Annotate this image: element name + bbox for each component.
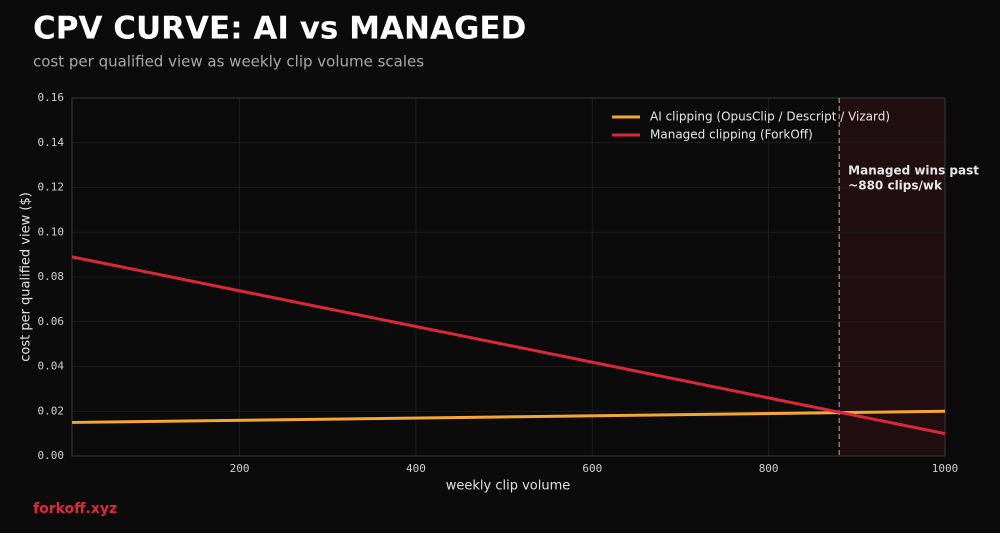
series-line: [71, 255, 946, 436]
y-tick-label: 0.14: [38, 136, 65, 149]
x-axis-label: weekly clip volume: [446, 479, 571, 494]
x-tick-label: 400: [406, 462, 426, 475]
y-tick-label: 0.12: [38, 181, 65, 194]
series-line: [71, 409, 946, 424]
y-tick-label: 0.10: [38, 225, 65, 238]
chart-subtitle: cost per qualified view as weekly clip v…: [33, 53, 424, 71]
y-tick-label: 0.04: [38, 360, 65, 373]
y-tick-label: 0.00: [38, 449, 65, 462]
y-tick-label: 0.16: [38, 91, 65, 104]
footer: forkoff.xyz: [33, 501, 117, 517]
plot-frame: [71, 97, 946, 457]
y-axis-label: cost per qualified view ($): [19, 192, 34, 362]
chart-title: CPV CURVE: AI vs MANAGED: [33, 11, 526, 47]
annotation: Managed wins past: [848, 164, 979, 178]
x-tick-label: 800: [759, 462, 779, 475]
x-tick-label: 600: [582, 462, 602, 475]
x-tick-label: 200: [230, 462, 250, 475]
legend-label: Managed clipping (ForkOff): [650, 128, 813, 142]
x-tick-label: 1000: [932, 462, 959, 475]
annotation: ~880 clips/wk: [848, 179, 943, 193]
y-tick-label: 0.08: [38, 270, 65, 283]
y-tick-label: 0.02: [38, 404, 65, 417]
legend-label: AI clipping (OpusClip / Descript / Vizar…: [650, 110, 890, 124]
y-tick-label: 0.06: [38, 315, 65, 328]
